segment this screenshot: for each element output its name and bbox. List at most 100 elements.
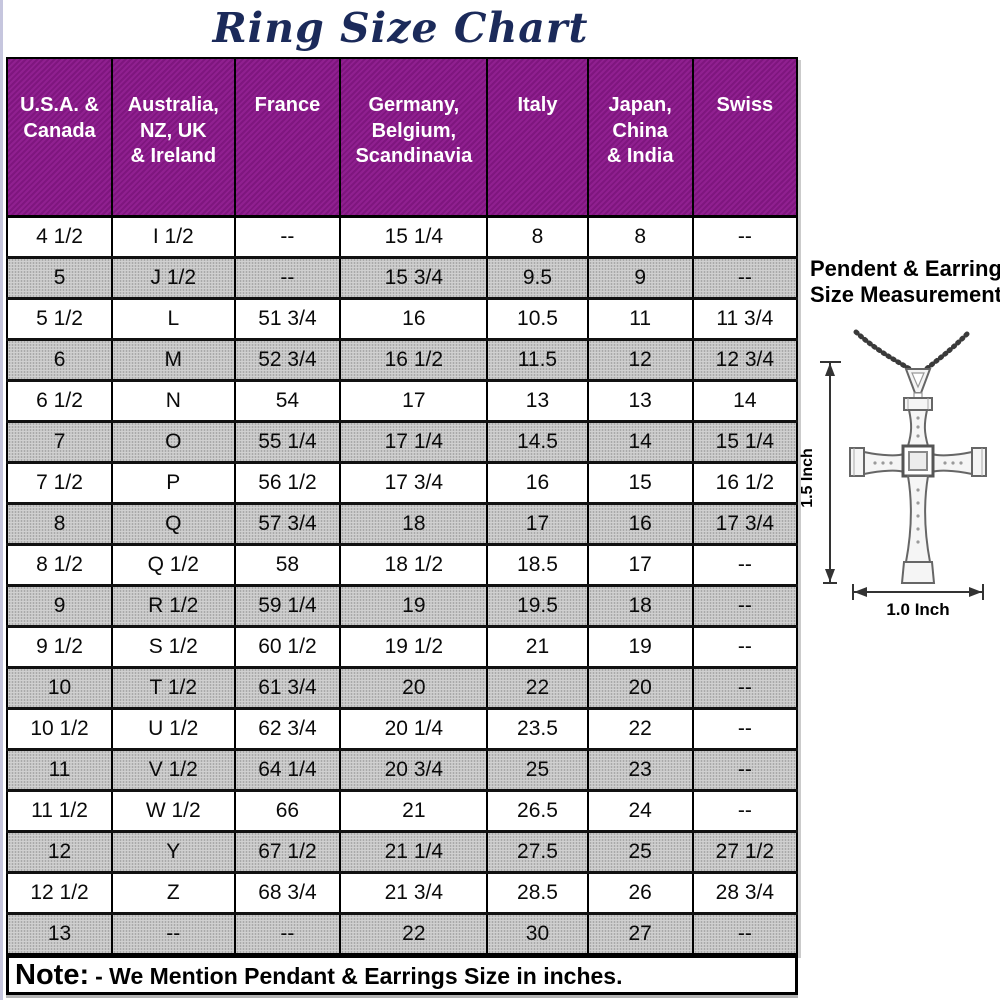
table-cell: 11 [586, 296, 693, 339]
table-cell: 22 [486, 665, 588, 708]
table-cell: 14.5 [486, 419, 588, 462]
table-cell: 8 [586, 214, 693, 257]
table-cell: 6 [5, 337, 113, 380]
table-cell: -- [691, 747, 797, 790]
table-row: 12 1/2 Z 68 3/4 21 3/4 28.5 26 28 3/4 [5, 870, 797, 913]
table-cell: 21 3/4 [339, 870, 488, 913]
column-header: Swiss [691, 58, 797, 218]
table-cell: -- [691, 911, 797, 954]
table-cell: 17 [586, 542, 693, 585]
table-cell: 25 [486, 747, 588, 790]
table-cell: 60 1/2 [233, 624, 341, 667]
table-cell: 27.5 [486, 829, 588, 872]
table-cell: Q [111, 501, 235, 544]
table-cell: 17 3/4 [691, 501, 797, 544]
table-row: 9 1/2 S 1/2 60 1/2 19 1/2 21 19 -- [5, 624, 797, 667]
table-cell: W 1/2 [111, 788, 235, 831]
table-cell: 20 1/4 [339, 706, 488, 749]
table-cell: 21 [339, 788, 488, 831]
column-header: Italy [486, 58, 588, 218]
table-cell: 67 1/2 [233, 829, 341, 872]
table-row: 5 1/2 L 51 3/4 16 10.5 11 11 3/4 [5, 296, 797, 339]
table-cell: 16 1/2 [339, 337, 488, 380]
table-body: 4 1/2 I 1/2 -- 15 1/4 8 8 -- 5 J 1/2 -- 15 3/4 9.5 9… [5, 214, 797, 954]
pendant-illustration: 1.5 Inch 1.0 Inch [799, 329, 987, 619]
chain-icon [853, 329, 970, 374]
table-cell: 17 3/4 [339, 460, 488, 503]
table-cell: Z [111, 870, 235, 913]
table-cell: -- [691, 665, 797, 708]
table-cell: T 1/2 [111, 665, 235, 708]
pendant-panel-heading: Pendent & Earring Size Measurement [810, 256, 1000, 309]
page-title: Ring Size Chart [212, 4, 589, 52]
table-cell: 17 [486, 501, 588, 544]
table-cell: 21 [486, 624, 588, 667]
table-cell: 68 3/4 [233, 870, 341, 913]
table-cell: 9 [5, 583, 113, 626]
table-row: 8 Q 57 3/4 18 17 16 17 3/4 [5, 501, 797, 544]
table-row: 12 Y 67 1/2 21 1/4 27.5 25 27 1/2 [5, 829, 797, 872]
table-cell: 26 [586, 870, 693, 913]
table-cell: 14 [586, 419, 693, 462]
table-cell: 66 [233, 788, 341, 831]
table-cell: 59 1/4 [233, 583, 341, 626]
table-cell: -- [691, 788, 797, 831]
width-label: 1.0 Inch [886, 600, 949, 619]
table-header-row: U.S.A. & Canada Australia, NZ, UK & Irela… [5, 58, 797, 218]
table-cell: 21 1/4 [339, 829, 488, 872]
table-row: 13 -- -- 22 30 27 -- [5, 911, 797, 954]
table-cell: 20 [339, 665, 488, 708]
table-cell: 14 [691, 378, 797, 421]
table-row: 8 1/2 Q 1/2 58 18 1/2 18.5 17 -- [5, 542, 797, 585]
table-row: 4 1/2 I 1/2 -- 15 1/4 8 8 -- [5, 214, 797, 257]
table-cell: J 1/2 [111, 255, 235, 298]
table-cell: 15 1/4 [691, 419, 797, 462]
note-label: Note: [15, 958, 90, 991]
column-header: Australia, NZ, UK & Ireland [111, 58, 235, 218]
table-cell: 15 3/4 [339, 255, 488, 298]
table-row: 6 M 52 3/4 16 1/2 11.5 12 12 3/4 [5, 337, 797, 380]
width-measure-arrow: 1.0 Inch [852, 584, 984, 619]
table-cell: -- [233, 255, 341, 298]
table-cell: 23 [586, 747, 693, 790]
table-cell: 27 1/2 [691, 829, 797, 872]
column-header: Japan, China & India [586, 58, 693, 218]
table-cell: 11 3/4 [691, 296, 797, 339]
table-row: 10 T 1/2 61 3/4 20 22 20 -- [5, 665, 797, 708]
table-cell: 18 [586, 583, 693, 626]
table-cell: 8 1/2 [5, 542, 113, 585]
table-cell: 11.5 [486, 337, 588, 380]
table-cell: 4 1/2 [5, 214, 113, 257]
table-cell: 20 3/4 [339, 747, 488, 790]
table-cell: 9 [586, 255, 693, 298]
table-cell: 11 [5, 747, 113, 790]
table-cell: 18 [339, 501, 488, 544]
table-cell: 23.5 [486, 706, 588, 749]
table-cell: 7 [5, 419, 113, 462]
table-cell: 24 [586, 788, 693, 831]
table-cell: S 1/2 [111, 624, 235, 667]
table-cell: 25 [586, 829, 693, 872]
table-cell: 22 [339, 911, 488, 954]
table-cell: Y [111, 829, 235, 872]
table-cell: 16 1/2 [691, 460, 797, 503]
table-cell: -- [691, 255, 797, 298]
table-cell: 26.5 [486, 788, 588, 831]
table-cell: -- [691, 583, 797, 626]
table-cell: 62 3/4 [233, 706, 341, 749]
table-cell: 28 3/4 [691, 870, 797, 913]
table-cell: 19 1/2 [339, 624, 488, 667]
column-header: U.S.A. & Canada [5, 58, 113, 218]
table-cell: Q 1/2 [111, 542, 235, 585]
table-cell: 18.5 [486, 542, 588, 585]
table-cell: -- [691, 542, 797, 585]
table-row: 11 1/2 W 1/2 66 21 26.5 24 -- [5, 788, 797, 831]
table-cell: 17 [339, 378, 488, 421]
table-cell: R 1/2 [111, 583, 235, 626]
table-cell: 17 1/4 [339, 419, 488, 462]
table-cell: L [111, 296, 235, 339]
table-cell: 58 [233, 542, 341, 585]
table-cell: 16 [339, 296, 488, 339]
table-cell: 10 [5, 665, 113, 708]
